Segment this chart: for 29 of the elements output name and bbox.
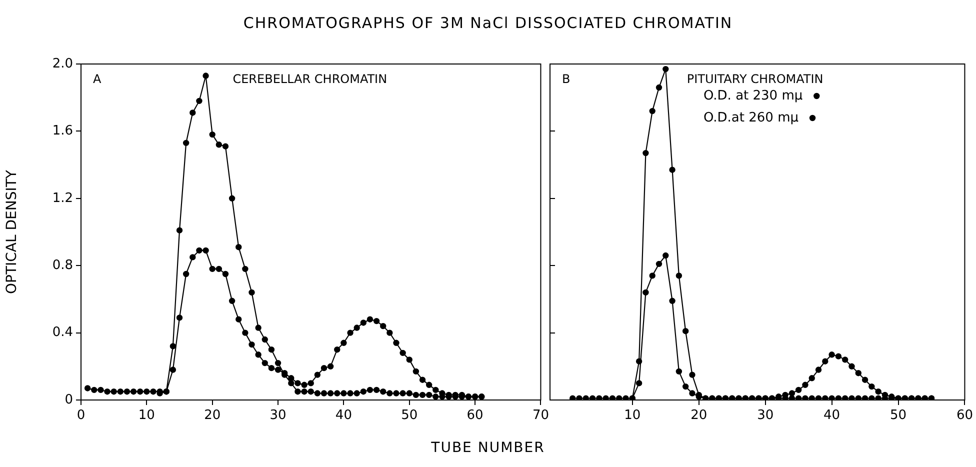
x-tick-label: 60: [956, 408, 973, 424]
y-tick-label: 0: [64, 392, 73, 408]
x-tick-label: 30: [270, 408, 286, 424]
y-tick-label: 1.2: [52, 190, 73, 206]
legend-label: O.D.at 260 mμ: [703, 110, 799, 126]
x-tick-label: 0: [76, 408, 86, 424]
y-tick-label: 1.6: [52, 124, 73, 139]
x-tick-label: 40: [824, 408, 840, 424]
y-tick-label: 0.8: [52, 258, 73, 273]
annotation: A: [93, 72, 102, 86]
y-tick-label: 2.0: [52, 56, 73, 72]
x-tick-label: 50: [401, 408, 418, 424]
y-axis-title: OPTICAL DENSITY: [4, 170, 20, 294]
legend-label: O.D. at 230 mμ: [703, 88, 803, 104]
x-tick-label: 20: [204, 408, 221, 424]
x-tick-label: 40: [335, 408, 352, 424]
x-axis-title: TUBE NUMBER: [430, 440, 546, 456]
y-tick-label: 0.4: [52, 325, 73, 340]
x-tick-label: 50: [890, 408, 907, 424]
annotation: PITUITARY CHROMATIN: [686, 72, 824, 86]
x-tick-label: 70: [532, 408, 549, 424]
x-tick-label: 30: [757, 408, 774, 424]
x-tick-label: 20: [690, 408, 708, 424]
annotation: CEREBELLAR CHROMATIN: [232, 72, 388, 86]
x-tick-label: 60: [466, 408, 484, 424]
annotation: B: [562, 72, 570, 86]
x-tick-label: 10: [138, 408, 155, 424]
chart-title: CHROMATOGRAPHS OF 3M NaCl DISSOCIATED CHROMATIN: [242, 14, 734, 32]
x-tick-label: 10: [624, 408, 641, 424]
